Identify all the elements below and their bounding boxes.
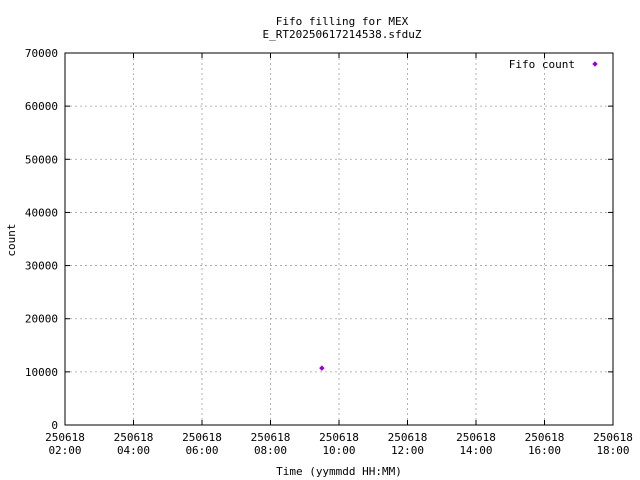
chart-subtitle: E_RT20250617214538.sfduZ	[263, 28, 422, 41]
y-tick-label: 70000	[25, 47, 58, 60]
x-tick-time-label: 14:00	[459, 444, 492, 457]
y-tick-label: 60000	[25, 100, 58, 113]
legend: Fifo count	[509, 58, 598, 71]
y-tick-label: 20000	[25, 313, 58, 326]
x-tick-time-label: 10:00	[322, 444, 355, 457]
x-tick-time-label: 04:00	[117, 444, 150, 457]
data-points	[111, 0, 576, 423]
y-tick-label: 40000	[25, 206, 58, 219]
x-tick-time-label: 16:00	[528, 444, 561, 457]
x-tick-labels: 25061802:0025061804:0025061806:002506180…	[45, 431, 633, 457]
x-tick-date-label: 250618	[114, 431, 154, 444]
y-tick-label: 0	[51, 419, 58, 432]
x-tick-time-label: 06:00	[185, 444, 218, 457]
legend-label-fifo-count: Fifo count	[509, 58, 575, 71]
x-tick-date-label: 250618	[525, 431, 565, 444]
y-tick-label: 10000	[25, 366, 58, 379]
outlier-point	[319, 365, 325, 371]
plot-frame	[64, 52, 614, 426]
y-tick-label: 30000	[25, 260, 58, 273]
x-tick-date-label: 250618	[388, 431, 428, 444]
outlier-points	[319, 365, 325, 371]
y-tick-label: 50000	[25, 153, 58, 166]
grid-lines	[65, 53, 613, 425]
x-tick-time-label: 02:00	[48, 444, 81, 457]
x-axis-label: Time (yymmdd HH:MM)	[276, 465, 402, 478]
x-tick-date-label: 250618	[45, 431, 85, 444]
y-axis-label: count	[5, 223, 18, 256]
x-tick-time-label: 12:00	[391, 444, 424, 457]
x-tick-time-label: 18:00	[596, 444, 629, 457]
x-tick-date-label: 250618	[593, 431, 633, 444]
x-tick-date-label: 250618	[319, 431, 359, 444]
x-tick-date-label: 250618	[182, 431, 222, 444]
y-tick-labels: 0 10000 20000 30000 40000 50000 60000 70000	[25, 47, 58, 432]
x-tick-date-label: 250618	[251, 431, 291, 444]
x-tick-date-label: 250618	[456, 431, 496, 444]
chart-title: Fifo filling for MEX	[276, 15, 409, 28]
x-tick-time-label: 08:00	[254, 444, 287, 457]
legend-marker-fifo-count	[592, 61, 598, 67]
